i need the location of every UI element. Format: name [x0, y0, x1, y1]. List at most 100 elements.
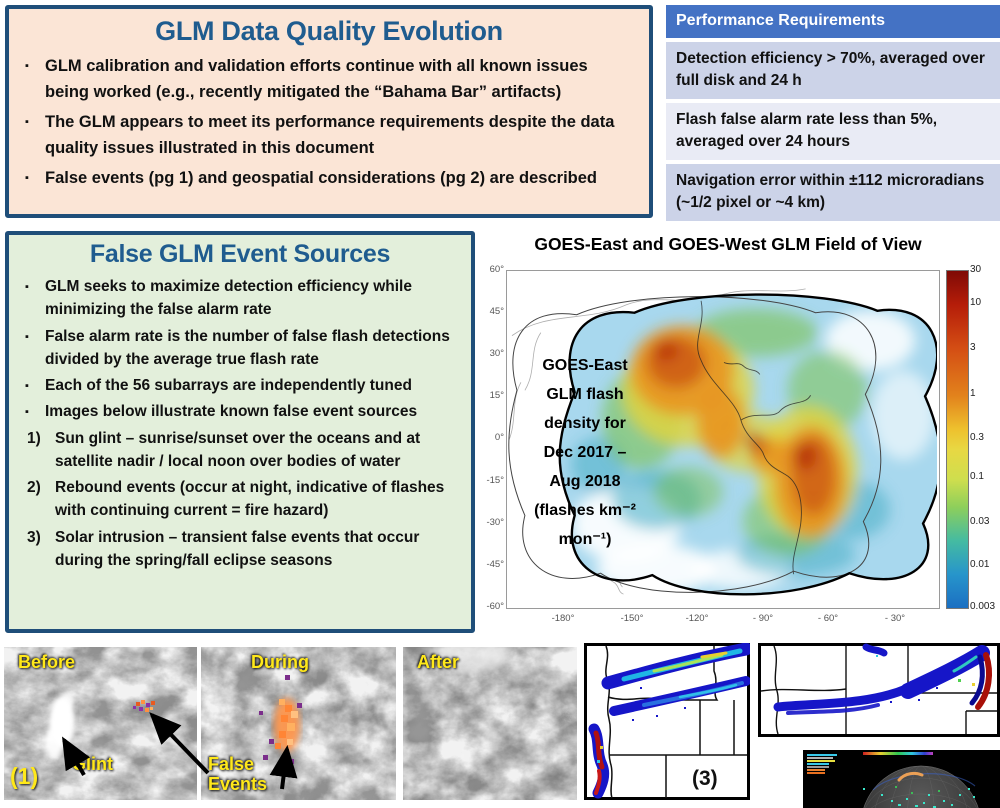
sun-glint-after-image: After	[403, 647, 577, 800]
sources-bullet: ▪ False alarm rate is the number of false…	[25, 325, 455, 372]
colorbar-tick: 0.003	[970, 601, 996, 612]
sources-bullet-text: GLM seeks to maximize detection efficien…	[45, 278, 412, 319]
item-number: 2)	[27, 479, 41, 496]
colorbar	[946, 270, 969, 609]
y-tick: -45°	[486, 559, 504, 570]
sources-bullet-text: False alarm rate is the number of false …	[45, 327, 450, 368]
y-tick: 0°	[494, 432, 504, 443]
colorbar-tick: 3	[970, 342, 976, 353]
y-tick: 30°	[489, 348, 504, 359]
after-label: After	[417, 652, 460, 672]
colorbar-tick: 0.3	[970, 432, 984, 443]
before-label: Before	[18, 652, 76, 672]
goes-east-fov-outline	[558, 293, 942, 596]
false-events-label: False Events	[208, 754, 268, 794]
numbered-item-text: Sun glint – sunrise/sunset over the ocea…	[55, 429, 421, 470]
quality-bullet-list: ▪ GLM calibration and validation efforts …	[9, 54, 649, 192]
performance-row: Navigation error within ±112 microradian…	[666, 163, 1000, 221]
glint-spot	[45, 692, 75, 759]
solar-intrusion-map-left: (3)	[584, 643, 750, 800]
globe-legend	[807, 754, 837, 774]
bullet-marker-icon: ▪	[25, 330, 29, 343]
glint-label: Glint	[72, 754, 113, 774]
bullet-marker-icon: ▪	[25, 172, 29, 185]
y-tick: 15°	[489, 390, 504, 401]
intrusion-speckles	[876, 655, 975, 703]
state-boundaries	[605, 645, 747, 799]
goes-west-fov-outline	[508, 296, 882, 593]
bullet-marker-icon: ▪	[25, 116, 29, 129]
colorbar-tick: 10	[970, 297, 982, 308]
colorbar-tick: 1	[970, 388, 976, 399]
y-tick: -15°	[486, 475, 504, 486]
false-event-cluster-small	[133, 700, 155, 712]
fov-map-panel: GOES-East and GOES-West GLM Field of Vie…	[478, 232, 1000, 636]
quality-bullet: ▪ GLM calibration and validation efforts …	[25, 54, 633, 105]
lightning-speckles-green	[895, 786, 940, 794]
x-tick: -180°	[551, 613, 575, 624]
bullet-marker-icon: ▪	[25, 380, 29, 392]
item-number: 3)	[27, 528, 41, 546]
x-tick: -150°	[620, 613, 644, 624]
sources-bullet-list: ▪ GLM seeks to maximize detection efficie…	[9, 275, 471, 424]
map-annotation: GOES-East GLM flash density for Dec 2017…	[534, 357, 636, 548]
figure-tag-3: (3)	[692, 767, 718, 790]
bullet-marker-icon: ▪	[25, 406, 29, 419]
false-event-sources-box: False GLM Event Sources ▪ GLM seeks to ma…	[5, 231, 475, 633]
globe-blue-arc	[872, 773, 976, 791]
numbered-item-sun-glint: 1) Sun glint – sunrise/sunset over the oc…	[9, 427, 471, 474]
bullet-marker-icon: ▪	[25, 281, 29, 293]
quality-bullet: ▪ The GLM appears to meet its performance…	[25, 110, 633, 161]
numbered-item-text: Solar intrusion – transient false events…	[55, 528, 420, 569]
intrusion-streaks	[773, 643, 993, 715]
fov-map-plot: GOES-East GLM flash density for Dec 2017…	[506, 270, 942, 609]
quality-bullet: ▪ False events (pg 1) and geospatial cons…	[25, 166, 633, 192]
y-tick: 60°	[489, 264, 504, 275]
colorbar-tick: 0.01	[970, 559, 990, 570]
sources-bullet: ▪ Images below illustrate known false eve…	[25, 400, 455, 423]
fov-map-graphic	[508, 288, 942, 596]
item-number: 1)	[27, 429, 41, 447]
false-event-cluster-large	[259, 675, 302, 764]
x-tick: - 30°	[884, 613, 906, 624]
quality-box-title: GLM Data Quality Evolution	[155, 16, 503, 46]
bullet-marker-icon: ▪	[25, 60, 29, 72]
solar-intrusion-map-right	[758, 643, 1000, 737]
lightning-speckles	[863, 788, 975, 808]
performance-row: Detection efficiency > 70%, averaged ove…	[666, 42, 1000, 99]
colorbar-tick: 30	[970, 264, 982, 275]
sun-glint-during-image: During False Events	[201, 647, 396, 800]
performance-row: Flash false alarm rate less than 5%, ave…	[666, 102, 1000, 160]
quality-bullet-text: False events (pg 1) and geospatial consi…	[45, 169, 597, 188]
sun-glint-before-image: Before Glint (1)	[4, 647, 197, 800]
sources-bullet-text: Each of the 56 subarrays are independent…	[45, 377, 412, 394]
numbered-item-text: Rebound events (occur at night, indicati…	[55, 479, 445, 520]
x-tick: -120°	[685, 613, 709, 624]
globe-colorbar-strip	[863, 752, 933, 755]
during-label: During	[251, 652, 309, 672]
sources-bullet: ▪ GLM seeks to maximize detection efficie…	[25, 275, 455, 322]
colorbar-tick: 0.1	[970, 471, 984, 482]
y-tick: -30°	[486, 517, 504, 528]
fov-map-title: GOES-East and GOES-West GLM Field of Vie…	[534, 234, 922, 254]
x-tick: - 90°	[752, 613, 774, 624]
y-tick: -60°	[486, 601, 504, 612]
quality-bullet-text: The GLM appears to meet its performance …	[45, 113, 615, 157]
globe-orange-arc	[897, 771, 924, 782]
sources-bullet-text: Images below illustrate known false even…	[45, 403, 418, 421]
quality-bullet-text: GLM calibration and validation efforts c…	[45, 57, 588, 101]
figure-tag-1: (1)	[10, 763, 39, 789]
colorbar-tick: 0.03	[970, 516, 990, 527]
rebound-events-globe-image	[803, 750, 1000, 808]
x-tick: - 60°	[817, 613, 839, 624]
intrusion-streaks	[588, 643, 750, 799]
performance-header: Performance Requirements	[666, 5, 1000, 38]
numbered-item-solar-intrusion: 3) Solar intrusion – transient false even…	[9, 526, 471, 573]
intrusion-speckles	[597, 687, 686, 763]
sources-box-title: False GLM Event Sources	[89, 240, 391, 268]
performance-requirements-panel: Performance Requirements Detection effic…	[666, 5, 1000, 223]
sources-bullet: ▪ Each of the 56 subarrays are independen…	[25, 374, 455, 397]
y-tick: 45°	[489, 306, 504, 317]
globe-graticule	[865, 765, 977, 808]
